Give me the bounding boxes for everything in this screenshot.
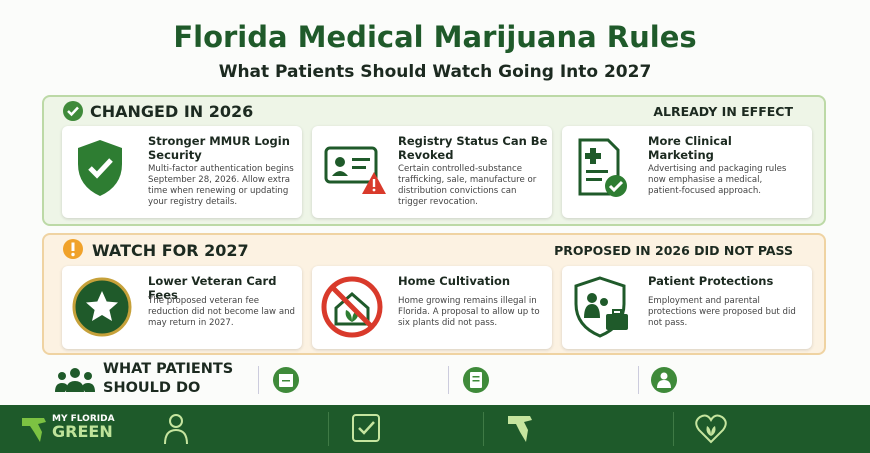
section-label: WATCH FOR 2027	[92, 241, 249, 260]
card-title: Lower Veteran Card Fees	[148, 274, 277, 302]
section-status: ALREADY IN EFFECT	[653, 104, 793, 119]
card: Lower Veteran Card Fees The proposed vete…	[62, 266, 302, 349]
section-status: PROPOSED IN 2026 DID NOT PASS	[554, 243, 793, 258]
card-text: Home growing remains illegal in Florida.…	[398, 296, 540, 328]
card-text: Employment and parental protections were…	[648, 296, 796, 328]
subtitle: What Patients Should Watch Going Into 20…	[218, 62, 652, 82]
footer-icon	[695, 414, 727, 444]
card: Stronger MMUR Login Security Multi-factor…	[62, 126, 302, 218]
footer-icon	[352, 414, 380, 442]
footer-icon	[508, 416, 532, 442]
card-text: Certain controlled-substance trafficking…	[398, 164, 537, 207]
action-icon	[463, 367, 489, 393]
divider	[328, 412, 329, 446]
card-text: The proposed veteran fee reduction did n…	[148, 296, 295, 328]
action-icon	[651, 367, 677, 393]
check-badge	[63, 101, 83, 121]
brand-bottom: GREEN	[52, 422, 113, 441]
card: Registry Status Can Be Revoked Certain co…	[312, 126, 552, 218]
footer-icon	[164, 414, 188, 445]
divider	[638, 366, 639, 394]
divider	[258, 366, 259, 394]
title: Florida Medical Marijuana Rules	[173, 20, 697, 54]
card: Patient Protections Employment and parent…	[562, 266, 812, 349]
divider	[483, 412, 484, 446]
brand-icon	[22, 418, 46, 442]
divider	[673, 412, 674, 446]
section-label: CHANGED IN 2026	[90, 102, 254, 121]
people-icon	[55, 368, 95, 392]
divider	[448, 366, 449, 394]
action-icon	[273, 367, 299, 393]
alert-badge	[63, 239, 83, 259]
card-text: Multi-factor authentication begins Septe…	[148, 164, 294, 207]
card-title: Patient Protections	[648, 274, 774, 288]
card-text: Advertising and packaging rules now emph…	[648, 164, 787, 196]
card-title: More Clinical Marketing	[648, 134, 732, 162]
card-title: Home Cultivation	[398, 274, 511, 288]
card: Home Cultivation Home growing remains ill…	[312, 266, 552, 349]
card-title: Registry Status Can Be Revoked	[398, 134, 548, 162]
footer	[0, 405, 870, 453]
card: More Clinical Marketing Advertising and p…	[562, 126, 812, 218]
brand-top: MY FLORIDA	[52, 414, 115, 424]
card-title: Stronger MMUR Login Security	[148, 134, 290, 162]
actions-title: WHAT PATIENTS SHOULD DO	[103, 361, 234, 396]
